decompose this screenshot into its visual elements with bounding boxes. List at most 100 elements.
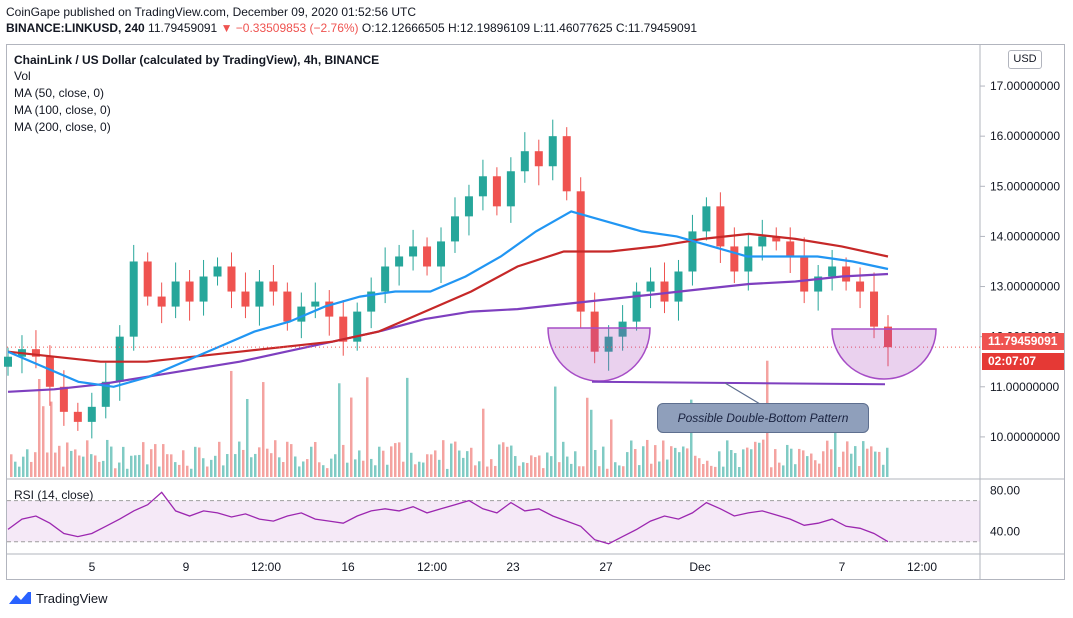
candle-body <box>814 276 823 292</box>
volume-bar <box>814 460 817 477</box>
volume-bar <box>470 447 473 477</box>
candle-body <box>842 266 851 282</box>
volume-bar <box>90 454 93 477</box>
volume-bar <box>762 439 765 477</box>
ma200-line <box>7 272 889 393</box>
volume-bar <box>806 456 809 477</box>
volume-bar <box>266 448 269 477</box>
candle-body <box>59 386 68 412</box>
volume-bar <box>386 464 389 477</box>
candle-body <box>325 301 334 317</box>
candle-body <box>227 266 236 292</box>
volume-bar <box>190 468 193 477</box>
volume-bar <box>834 420 837 477</box>
candle-body <box>716 206 725 247</box>
volume-bar <box>418 461 421 477</box>
volume-bar <box>206 466 209 477</box>
candle-body <box>31 349 40 357</box>
volume-bar <box>354 459 357 477</box>
y-tick-label: 10.00000000 <box>990 430 1060 444</box>
candle-body <box>199 276 208 302</box>
volume-bar <box>770 467 773 477</box>
volume-bar <box>346 462 349 477</box>
volume-bar <box>546 452 549 477</box>
volume-bar <box>670 446 673 477</box>
candle-body <box>618 321 627 337</box>
pattern-bowl-right <box>831 328 937 380</box>
candle-body <box>409 246 418 257</box>
volume-bar <box>538 455 541 477</box>
volume-bar <box>238 441 241 477</box>
neckline <box>591 380 886 386</box>
currency-button[interactable]: USD <box>1008 50 1042 69</box>
volume-bar <box>774 449 777 477</box>
volume-bar <box>542 468 545 477</box>
volume-bar <box>462 457 465 477</box>
volume-bar <box>754 441 757 477</box>
volume-bar <box>578 466 581 477</box>
symbol-label: BINANCE:LINKUSD, 240 <box>6 21 145 35</box>
candle-body <box>339 316 348 342</box>
volume-bar <box>878 451 881 477</box>
volume-bar <box>606 468 609 477</box>
volume-bar <box>518 465 521 477</box>
volume-bar <box>698 458 701 477</box>
volume-bar <box>622 466 625 477</box>
volume-bar <box>554 386 557 477</box>
volume-bar <box>86 440 89 477</box>
candle-body <box>674 271 683 302</box>
candle-body <box>437 241 446 267</box>
tradingview-footer[interactable]: TradingView <box>8 590 108 606</box>
candle-body <box>646 281 655 292</box>
volume-bar <box>454 441 457 477</box>
y-tick-label: 15.00000000 <box>990 179 1060 193</box>
volume-bar <box>598 466 601 477</box>
x-tick-label: 12:00 <box>417 560 447 574</box>
volume-bar <box>486 466 489 477</box>
candle-body <box>73 411 82 422</box>
volume-bar <box>482 408 485 477</box>
volume-bar <box>690 399 693 477</box>
ma50-line <box>7 210 889 388</box>
y-tick-label: 13.00000000 <box>990 280 1060 294</box>
volume-bar <box>558 462 561 477</box>
volume-bar <box>378 446 381 477</box>
candle-body <box>101 381 110 407</box>
volume-bar <box>302 461 305 477</box>
volume-bar <box>718 451 721 477</box>
candle-body <box>702 206 711 232</box>
legend-ma200: MA (200, close, 0) <box>14 120 111 134</box>
volume-bar <box>210 459 213 477</box>
volume-bar <box>706 460 709 477</box>
volume-bar <box>638 465 641 477</box>
volume-bar <box>182 450 185 477</box>
volume-bar <box>42 406 45 477</box>
legend-rsi: RSI (14, close) <box>14 488 94 502</box>
volume-bar <box>318 462 321 477</box>
volume-bar <box>746 447 749 477</box>
x-tick-label: 5 <box>89 560 96 574</box>
volume-bar <box>654 445 657 477</box>
candle-body <box>395 256 404 267</box>
volume-bar <box>714 466 717 477</box>
candle-body <box>506 171 515 207</box>
volume-bar <box>434 450 437 477</box>
x-tick-label: 12:00 <box>907 560 937 574</box>
volume-bar <box>158 466 161 477</box>
volume-bar <box>234 454 237 477</box>
volume-bar <box>26 449 29 477</box>
volume-bar <box>18 466 21 477</box>
volume-bar <box>526 462 529 477</box>
ohlc-values: O:12.12666505 H:12.19896109 L:11.4607762… <box>361 21 698 35</box>
double-bottom-annotation: Possible Double-Bottom Pattern <box>657 403 869 433</box>
candle-body <box>828 266 837 277</box>
volume-bar <box>142 442 145 477</box>
volume-bar <box>874 451 877 477</box>
volume-bar <box>710 465 713 477</box>
volume-bar <box>818 463 821 477</box>
volume-bar <box>426 454 429 477</box>
volume-bar <box>514 456 517 477</box>
candle-body <box>283 291 292 322</box>
volume-bar <box>682 446 685 477</box>
